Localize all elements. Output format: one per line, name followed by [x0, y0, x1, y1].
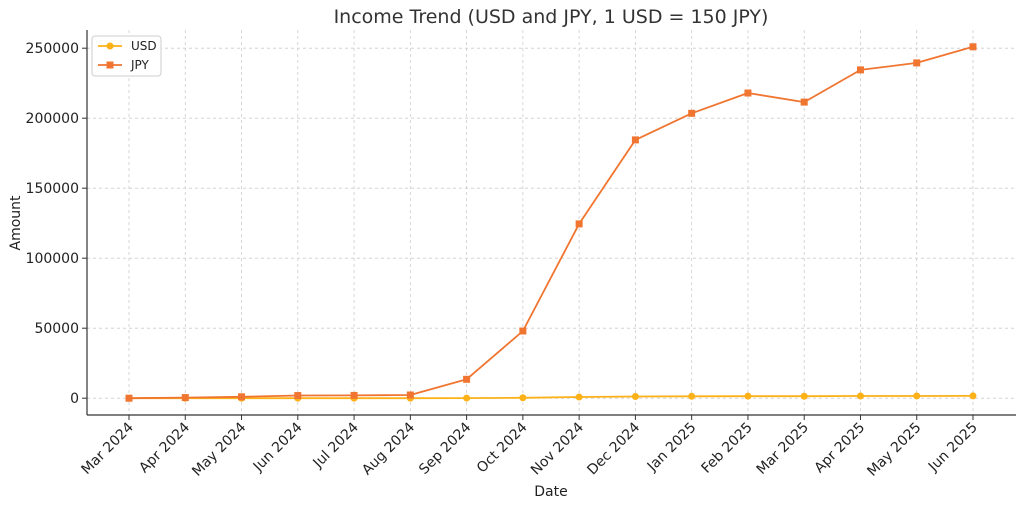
jpy-point: [181, 394, 189, 402]
usd-point: [631, 392, 639, 400]
jpy-point: [744, 89, 752, 97]
y-axis-ticks: 0 50000 100000 150000 200000 250000: [26, 41, 87, 407]
y-tick-label: 100000: [26, 251, 79, 267]
chart-title: Income Trend (USD and JPY, 1 USD = 150 J…: [334, 6, 769, 28]
legend-usd-marker: [106, 42, 114, 50]
y-tick-label: 250000: [26, 41, 79, 57]
jpy-point: [913, 59, 921, 67]
y-axis-label: Amount: [8, 195, 24, 251]
y-tick-label: 150000: [26, 181, 79, 197]
legend-jpy-label: JPY: [130, 58, 150, 72]
grid-lines: [87, 30, 1016, 415]
x-tick-label: May 2024: [189, 419, 249, 479]
jpy-point: [969, 43, 977, 51]
y-tick-label: 50000: [34, 321, 79, 337]
x-tick-label: Jul 2024: [310, 419, 362, 471]
usd-point: [856, 392, 864, 400]
x-tick-label: Jun 2025: [925, 420, 981, 476]
usd-point: [519, 394, 527, 402]
x-tick-label: Sep 2024: [416, 419, 474, 477]
jpy-point: [688, 109, 696, 117]
series-layer: [125, 43, 977, 402]
jpy-point: [575, 220, 583, 228]
x-tick-label: Mar 2024: [78, 419, 136, 477]
usd-point: [800, 392, 808, 400]
usd-point: [463, 394, 471, 402]
usd-point: [575, 393, 583, 401]
jpy-point: [125, 394, 133, 402]
x-tick-label: Feb 2025: [699, 420, 756, 477]
x-tick-label: Mar 2025: [754, 420, 812, 478]
y-tick-label: 0: [70, 391, 79, 407]
legend-jpy-marker: [106, 61, 114, 69]
jpy-point: [238, 393, 246, 401]
jpy-point: [406, 391, 414, 399]
y-tick-label: 200000: [26, 111, 79, 127]
x-tick-label: Oct 2024: [474, 419, 531, 476]
jpy-point: [800, 98, 808, 106]
legend-usd-label: USD: [131, 39, 157, 53]
x-tick-label: Jan 2025: [644, 420, 700, 476]
usd-point: [969, 392, 977, 400]
x-tick-label: Apr 2024: [136, 419, 193, 476]
legend: USD JPY: [91, 35, 162, 77]
usd-point: [913, 392, 921, 400]
x-tick-label: Dec 2024: [584, 419, 643, 478]
jpy-point: [631, 136, 639, 144]
jpy-point: [519, 327, 527, 335]
x-tick-label: Apr 2025: [812, 420, 869, 477]
x-tick-label: Jun 2024: [250, 419, 306, 475]
x-tick-label: May 2025: [864, 420, 924, 480]
x-axis-label: Date: [534, 484, 567, 500]
jpy-point: [350, 391, 358, 399]
jpy-series-line: [128, 45, 974, 400]
usd-point: [688, 392, 696, 400]
jpy-point: [294, 392, 302, 400]
x-tick-label: Nov 2024: [528, 419, 587, 478]
usd-series-line: [129, 394, 974, 400]
usd-point: [744, 392, 752, 400]
x-tick-label: Aug 2024: [359, 419, 418, 478]
jpy-point: [463, 375, 471, 383]
jpy-point: [856, 66, 864, 74]
